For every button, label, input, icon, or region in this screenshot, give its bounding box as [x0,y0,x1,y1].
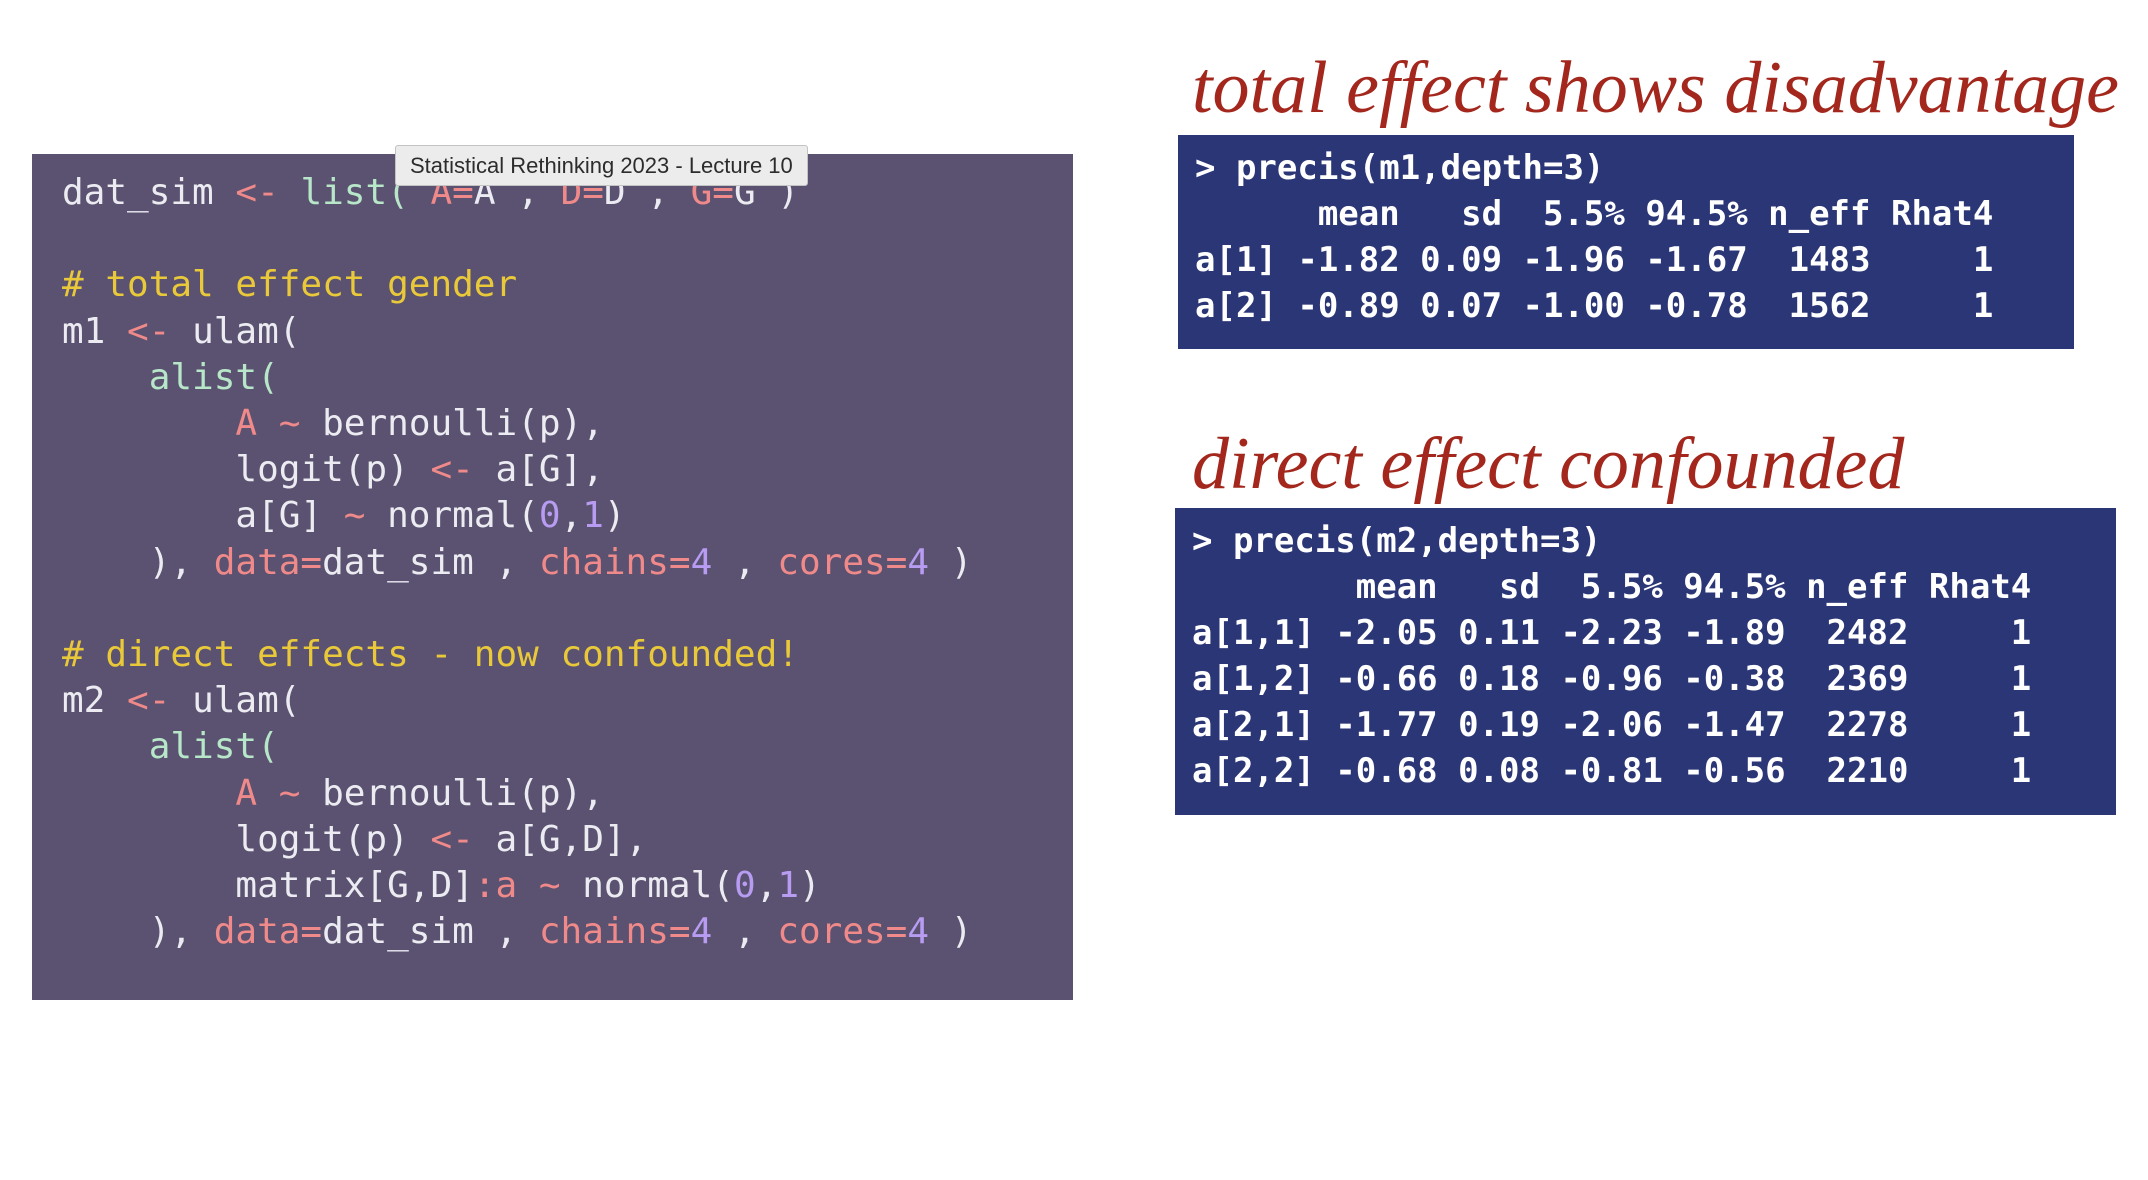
code-line-blank [62,588,84,629]
table-row: a[2,2] -0.68 0.08 -0.81 -0.56 2210 1 [1192,751,2032,791]
code-line-blank [62,218,84,259]
code-line: alist( [62,357,279,398]
precis-output-m1: > precis(m1,depth=3) mean sd 5.5% 94.5% … [1178,135,2074,349]
argument-key: cores= [777,911,908,953]
number-literal: 4 [690,541,713,583]
console-command: > precis(m2,depth=3) [1192,521,1602,561]
function-name: list( [300,172,409,213]
table-row: a[2,1] -1.77 0.19 -2.06 -1.47 2278 1 [1192,705,2032,745]
argument-key: chains= [538,911,691,953]
tilde-operator: ~ [278,403,301,445]
code-line: matrix[G,D]:a ~ normal(0,1) [235,865,821,907]
assign-operator: <- [127,310,171,352]
argument-key: cores= [777,541,908,583]
variable-name: a [495,865,518,907]
precis-output-m2: > precis(m2,depth=3) mean sd 5.5% 94.5% … [1175,508,2116,815]
number-literal: 4 [907,541,930,583]
code-panel: dat_sim <- list( A=A , D=D , G=G ) # tot… [32,154,1073,1000]
table-row: a[2] -0.89 0.07 -1.00 -0.78 1562 1 [1195,286,1994,326]
number-literal: 4 [907,911,930,953]
code-line: m2 <- ulam( [62,680,301,722]
code-block: dat_sim <- list( A=A , D=D , G=G ) # tot… [62,170,1073,955]
console-command: > precis(m1,depth=3) [1195,148,1605,188]
number-literal: 0 [538,495,561,537]
variable-name: A [235,403,258,445]
table-header: mean sd 5.5% 94.5% n_eff Rhat4 [1192,567,2032,607]
lecture-title-tooltip: Statistical Rethinking 2023 - Lecture 10 [395,145,808,186]
assign-operator: <- [430,818,474,860]
code-comment: # total effect gender [62,264,518,306]
assign-operator: <- [235,172,279,213]
code-comment: # direct effects - now confounded! [62,634,799,676]
argument-key: data= [213,541,323,583]
assign-operator: <- [430,449,474,491]
code-line: a[G] ~ normal(0,1) [235,495,626,537]
code-line: alist( [62,726,279,767]
table-row: a[1,1] -2.05 0.11 -2.23 -1.89 2482 1 [1192,613,2032,653]
variable-name: A [235,772,258,814]
assign-operator: <- [127,680,171,722]
console-output: > precis(m1,depth=3) mean sd 5.5% 94.5% … [1195,145,2074,329]
number-literal: 1 [777,865,800,907]
argument-key: data= [213,911,323,953]
code-line: ), data=dat_sim , chains=4 , cores=4 ) [148,911,973,953]
number-literal: 4 [690,911,713,953]
table-header: mean sd 5.5% 94.5% n_eff Rhat4 [1195,194,1994,234]
function-name: alist( [148,356,279,398]
tilde-operator: ~ [538,865,561,907]
console-output: > precis(m2,depth=3) mean sd 5.5% 94.5% … [1192,518,2116,794]
code-line: logit(p) <- a[G], [235,449,604,491]
colon-operator: : [473,865,496,907]
code-line: m1 <- ulam( [62,310,301,352]
argument-key: chains= [538,541,691,583]
tilde-operator: ~ [343,495,366,537]
tilde-operator: ~ [278,772,301,814]
number-literal: 0 [733,865,756,907]
table-row: a[1,2] -0.66 0.18 -0.96 -0.38 2369 1 [1192,659,2032,699]
code-line: ), data=dat_sim , chains=4 , cores=4 ) [148,541,973,583]
table-row: a[1] -1.82 0.09 -1.96 -1.67 1483 1 [1195,240,1994,280]
heading-total-effect: total effect shows disadvantage [1192,47,2119,129]
heading-direct-effect: direct effect confounded [1192,423,1905,505]
number-literal: 1 [582,495,604,537]
code-line: logit(p) <- a[G,D], [235,818,648,860]
code-line: A ~ bernoulli(p), [235,403,604,445]
code-line: A ~ bernoulli(p), [235,772,604,814]
function-name: alist( [148,726,279,768]
